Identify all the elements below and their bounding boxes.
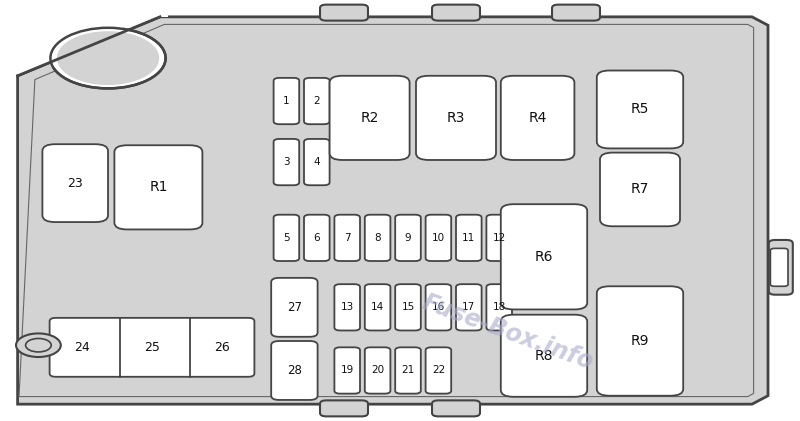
FancyBboxPatch shape <box>486 215 512 261</box>
Text: 28: 28 <box>287 364 302 377</box>
Text: 14: 14 <box>371 302 384 312</box>
Text: R7: R7 <box>631 182 649 197</box>
Text: R4: R4 <box>529 111 546 125</box>
Text: 9: 9 <box>405 233 411 243</box>
FancyBboxPatch shape <box>334 215 360 261</box>
FancyBboxPatch shape <box>395 347 421 394</box>
FancyBboxPatch shape <box>552 5 600 21</box>
Text: 15: 15 <box>402 302 414 312</box>
FancyBboxPatch shape <box>304 78 330 124</box>
FancyBboxPatch shape <box>365 347 390 394</box>
Text: 23: 23 <box>67 177 83 189</box>
Text: 13: 13 <box>341 302 354 312</box>
Text: R9: R9 <box>630 334 650 348</box>
Text: 12: 12 <box>493 233 506 243</box>
Text: 7: 7 <box>344 233 350 243</box>
FancyBboxPatch shape <box>334 347 360 394</box>
FancyBboxPatch shape <box>274 78 299 124</box>
FancyBboxPatch shape <box>426 284 451 330</box>
FancyBboxPatch shape <box>456 284 482 330</box>
FancyBboxPatch shape <box>274 215 299 261</box>
Text: 18: 18 <box>493 302 506 312</box>
Text: 27: 27 <box>287 301 302 314</box>
Text: 22: 22 <box>432 365 445 376</box>
Text: Fuse-Box.info: Fuse-Box.info <box>419 290 597 375</box>
FancyBboxPatch shape <box>770 248 788 286</box>
Circle shape <box>26 338 51 352</box>
FancyBboxPatch shape <box>395 284 421 330</box>
FancyBboxPatch shape <box>114 145 202 229</box>
FancyBboxPatch shape <box>432 5 480 21</box>
FancyBboxPatch shape <box>501 204 587 309</box>
FancyBboxPatch shape <box>365 215 390 261</box>
Text: 3: 3 <box>283 157 290 167</box>
FancyBboxPatch shape <box>320 5 368 21</box>
FancyBboxPatch shape <box>330 76 410 160</box>
Text: 5: 5 <box>283 233 290 243</box>
Text: R5: R5 <box>631 102 649 117</box>
Text: 1: 1 <box>283 96 290 106</box>
FancyBboxPatch shape <box>432 400 480 416</box>
Text: 17: 17 <box>462 302 475 312</box>
Text: 16: 16 <box>432 302 445 312</box>
FancyBboxPatch shape <box>501 76 574 160</box>
Text: 11: 11 <box>462 233 475 243</box>
Text: 19: 19 <box>341 365 354 376</box>
FancyBboxPatch shape <box>456 215 482 261</box>
Circle shape <box>16 333 61 357</box>
FancyBboxPatch shape <box>395 215 421 261</box>
Text: R6: R6 <box>534 250 554 264</box>
FancyBboxPatch shape <box>426 215 451 261</box>
Text: 26: 26 <box>214 341 230 354</box>
FancyBboxPatch shape <box>320 400 368 416</box>
FancyBboxPatch shape <box>334 284 360 330</box>
FancyBboxPatch shape <box>42 144 108 222</box>
Text: R2: R2 <box>361 111 378 125</box>
FancyBboxPatch shape <box>416 76 496 160</box>
FancyBboxPatch shape <box>426 347 451 394</box>
Text: R8: R8 <box>534 349 554 363</box>
Text: 20: 20 <box>371 365 384 376</box>
FancyBboxPatch shape <box>271 278 318 337</box>
FancyBboxPatch shape <box>271 341 318 400</box>
FancyBboxPatch shape <box>769 240 793 295</box>
FancyBboxPatch shape <box>50 318 254 377</box>
FancyBboxPatch shape <box>597 70 683 149</box>
PathPatch shape <box>18 17 768 404</box>
Text: R3: R3 <box>447 111 465 125</box>
FancyBboxPatch shape <box>597 286 683 396</box>
Text: 2: 2 <box>314 96 320 106</box>
FancyBboxPatch shape <box>365 284 390 330</box>
Text: 25: 25 <box>144 341 160 354</box>
Text: 10: 10 <box>432 233 445 243</box>
Text: 6: 6 <box>314 233 320 243</box>
Text: 4: 4 <box>314 157 320 167</box>
Polygon shape <box>18 16 160 76</box>
FancyBboxPatch shape <box>501 315 587 397</box>
FancyBboxPatch shape <box>600 153 680 226</box>
Text: 21: 21 <box>402 365 414 376</box>
Text: 24: 24 <box>74 341 90 354</box>
Polygon shape <box>0 0 168 76</box>
Circle shape <box>57 31 159 85</box>
FancyBboxPatch shape <box>304 139 330 185</box>
FancyBboxPatch shape <box>304 215 330 261</box>
FancyBboxPatch shape <box>274 139 299 185</box>
Circle shape <box>50 28 166 88</box>
Text: R1: R1 <box>149 180 168 195</box>
FancyBboxPatch shape <box>486 284 512 330</box>
Text: 8: 8 <box>374 233 381 243</box>
